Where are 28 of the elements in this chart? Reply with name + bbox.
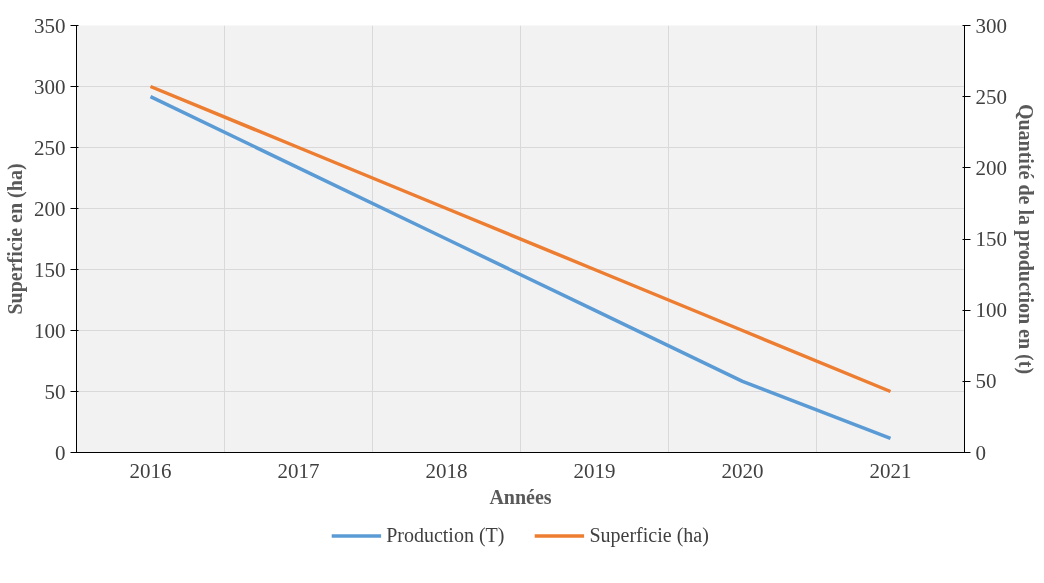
- y2-tick-label: 0: [975, 440, 986, 465]
- x-tick-label: 2021: [869, 458, 912, 483]
- y-tick-label: 100: [34, 318, 66, 343]
- y2-tick-label: 150: [975, 227, 1007, 251]
- y-tick-label: 350: [34, 13, 66, 38]
- y2-axis-title: Quantité de la production en (t): [1014, 103, 1037, 375]
- x-tick-label: 2016: [129, 458, 172, 483]
- line-series: [148, 94, 893, 441]
- y-tick-label: 300: [34, 74, 66, 99]
- y2-tick-label: 300: [975, 13, 1007, 38]
- y-tick-label: 150: [34, 257, 66, 282]
- y-tick-label: 200: [34, 196, 66, 221]
- y-tick-label: 0: [55, 440, 66, 465]
- y2-tick-label: 50: [975, 369, 997, 394]
- y-axis-title: Superficie en (ha): [4, 163, 27, 315]
- x-tick-label: 2019: [573, 458, 616, 483]
- x-tick-label: 2018: [425, 458, 468, 483]
- line-series: [148, 84, 893, 394]
- y2-tick-label: 100: [975, 298, 1007, 323]
- legend-label: Superficie (ha): [589, 523, 709, 547]
- y2-tick-label: 200: [975, 155, 1007, 180]
- x-tick-label: 2017: [277, 458, 320, 483]
- legend-label: Production (T): [386, 523, 505, 547]
- y-tick-label: 250: [34, 135, 66, 160]
- x-tick-label: 2020: [721, 458, 764, 483]
- x-axis-title: Années: [489, 485, 552, 508]
- y-tick-label: 50: [44, 379, 66, 404]
- y2-tick-label: 250: [975, 84, 1007, 109]
